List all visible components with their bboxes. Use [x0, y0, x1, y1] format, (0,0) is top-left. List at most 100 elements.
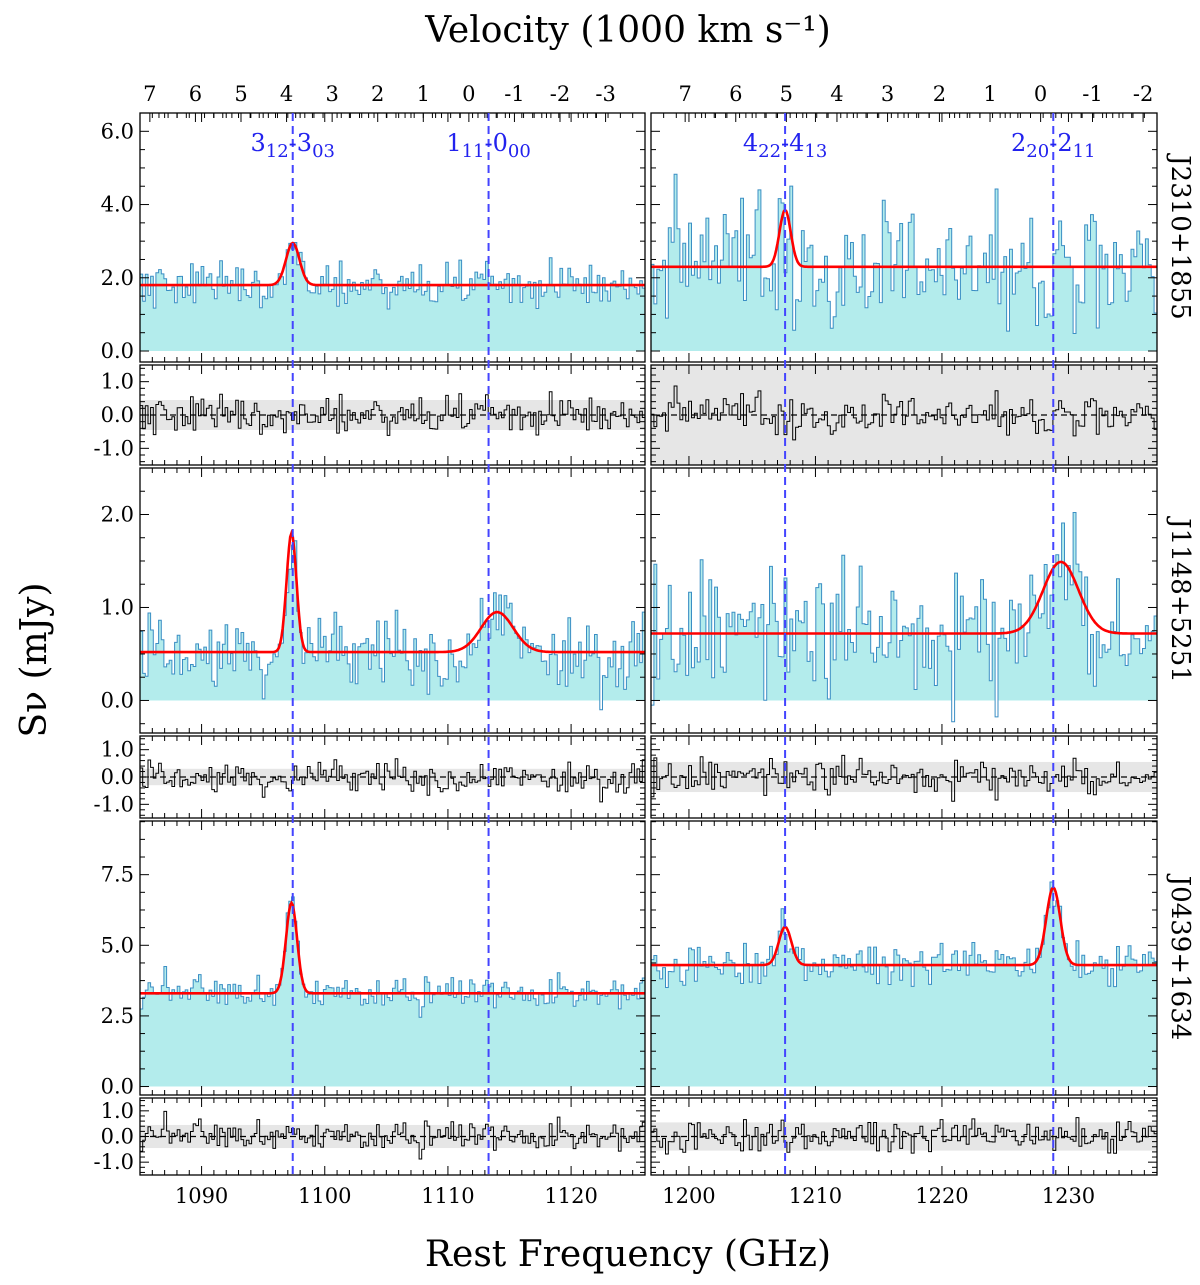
residual-y-tick-label: 0.0 — [101, 765, 134, 789]
residual-panel-1-0 — [140, 758, 645, 803]
velocity-tick-label: 7 — [678, 82, 691, 106]
velocity-tick-label: 1 — [983, 82, 996, 106]
transition-label-part: 03 — [312, 141, 335, 162]
spectrum-fill — [140, 540, 645, 701]
y-tick-label: 7.5 — [101, 863, 134, 887]
velocity-tick-label: 6 — [729, 82, 742, 106]
transition-label: 111-000 — [446, 129, 530, 162]
gaussian-fit-line — [140, 900, 645, 995]
transition-label-part: 20 — [1026, 141, 1049, 162]
residual-y-tick-label: -1.0 — [94, 1150, 135, 1174]
spectrum-panel-frame — [139, 112, 646, 363]
y-tick-label: 5.0 — [101, 933, 134, 957]
transition-label-part: -2 — [1049, 129, 1072, 157]
transition-label-part: 13 — [804, 141, 827, 162]
y-tick-label: 6.0 — [101, 119, 134, 143]
transition-label: 312-303 — [250, 129, 334, 162]
plot-layer: 6.04.02.00.01.00.0-1.0J2310+18552.01.00.… — [94, 82, 1196, 1208]
transition-label-part: -4 — [781, 129, 804, 157]
velocity-tick-label: 6 — [189, 82, 202, 106]
velocity-tick-label: -2 — [550, 82, 570, 106]
transition-label: 422-413 — [743, 129, 827, 162]
source-name-label: J0439+1634 — [1165, 873, 1195, 1041]
y-tick-label: 0.0 — [101, 1075, 134, 1099]
velocity-tick-label: 0 — [1034, 82, 1047, 106]
source-name-label: J1148+5251 — [1165, 515, 1195, 683]
transition-label-part: 3 — [250, 129, 265, 157]
transition-label: 220-211 — [1011, 129, 1095, 162]
residual-y-tick-label: -1.0 — [94, 792, 135, 816]
spectrum-panel-2-1 — [651, 881, 1157, 1087]
x-tick-label: 1120 — [544, 1184, 597, 1208]
velocity-tick-label: 3 — [325, 82, 338, 106]
x-tick-label: 1220 — [915, 1184, 968, 1208]
x-tick-label: 1100 — [298, 1184, 351, 1208]
residual-y-tick-label: 1.0 — [101, 738, 134, 762]
gaussian-fit-line — [651, 560, 1157, 635]
residual-step-line — [140, 758, 645, 803]
velocity-tick-label: -3 — [595, 82, 615, 106]
source-name-label: J2310+1855 — [1165, 152, 1195, 320]
y-tick-label: 1.0 — [101, 595, 134, 619]
velocity-tick-label: -2 — [1133, 82, 1153, 106]
gaussian-fit-line — [140, 241, 645, 287]
x-tick-label: 1210 — [789, 1184, 842, 1208]
residual-y-tick-label: 0.0 — [101, 1125, 134, 1149]
velocity-tick-label: 4 — [280, 82, 293, 106]
spectrum-panel-frame — [139, 820, 646, 1096]
velocity-tick-label: -1 — [1082, 82, 1102, 106]
residual-y-tick-label: 0.0 — [101, 403, 134, 427]
velocity-tick-label: 5 — [234, 82, 247, 106]
y-tick-label: 2.0 — [101, 266, 134, 290]
transition-label-part: 22 — [758, 141, 781, 162]
velocity-tick-label: 2 — [371, 82, 384, 106]
velocity-tick-label: 5 — [780, 82, 793, 106]
residual-step-line — [651, 1117, 1157, 1155]
y-tick-label: 0.0 — [101, 339, 134, 363]
velocity-tick-label: 2 — [933, 82, 946, 106]
y-tick-label: 2.0 — [101, 502, 134, 526]
spectrum-step-line — [140, 540, 645, 711]
x-tick-label: 1230 — [1042, 1184, 1095, 1208]
residual-step-line — [140, 1110, 645, 1160]
velocity-tick-label: 3 — [881, 82, 894, 106]
transition-label-part: 11 — [462, 141, 485, 162]
transition-label-part: -3 — [289, 129, 312, 157]
x-tick-label: 1090 — [175, 1184, 228, 1208]
transition-label-part: 1 — [446, 129, 461, 157]
y-tick-label: 2.5 — [101, 1004, 134, 1028]
residual-panel-0-0 — [140, 391, 645, 436]
transition-label-part: 11 — [1073, 141, 1096, 162]
transition-label-part: 4 — [743, 129, 758, 157]
velocity-tick-label: 7 — [143, 82, 156, 106]
residual-panel-2-0 — [140, 1110, 645, 1160]
transition-label-part: 00 — [508, 141, 531, 162]
spectrum-panel-0-1 — [651, 173, 1157, 352]
gaussian-fit-line — [140, 529, 645, 654]
spectrum-step-line — [651, 512, 1157, 723]
x-axis-title: Rest Frequency (GHz) — [425, 1234, 831, 1275]
transition-label-part: -0 — [485, 129, 508, 157]
residual-y-tick-label: -1.0 — [94, 436, 135, 460]
velocity-tick-label: 1 — [417, 82, 430, 106]
residual-panel-1-1 — [651, 754, 1157, 802]
y-tick-label: 4.0 — [101, 193, 134, 217]
gaussian-fit-line — [651, 208, 1157, 269]
spectrum-panel-1-1 — [651, 512, 1157, 723]
spectrum-fill — [651, 882, 1157, 1087]
y-axis-title: Sν (mJy) — [14, 583, 55, 738]
transition-label-part: 12 — [266, 141, 289, 162]
velocity-tick-label: -1 — [504, 82, 524, 106]
residual-panel-0-1 — [651, 365, 1157, 465]
transition-label-part: 2 — [1011, 129, 1026, 157]
velocity-tick-label: 0 — [462, 82, 475, 106]
velocity-axis-title: Velocity (1000 km s⁻¹) — [424, 10, 831, 51]
spectrum-step-line — [651, 881, 1157, 988]
spectrum-panel-2-0 — [140, 896, 645, 1087]
spectrum-panel-0-0 — [140, 241, 645, 352]
spectrum-fill — [651, 512, 1157, 701]
residual-y-tick-label: 1.0 — [101, 1099, 134, 1123]
velocity-tick-label: 4 — [830, 82, 843, 106]
spectrum-fill — [140, 242, 645, 352]
